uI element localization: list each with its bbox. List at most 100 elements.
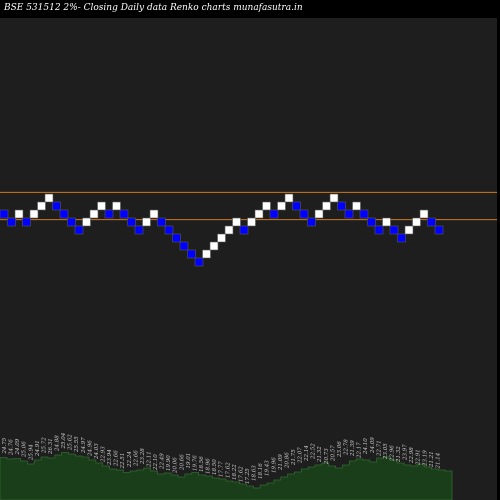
volume-label: 25.62 — [68, 434, 74, 451]
volume-label: 21.09 — [278, 454, 284, 471]
volume-label: 25.94 — [28, 444, 34, 461]
renko-brick-up — [314, 209, 324, 219]
renko-brick-down — [337, 201, 346, 211]
renko-brick-up — [247, 217, 256, 227]
volume-label: 25.55 — [74, 436, 80, 453]
renko-brick-down — [292, 201, 301, 211]
renko-brick-down — [134, 225, 144, 235]
volume-label: 18.50 — [212, 459, 218, 475]
volume-label: 22.07 — [298, 447, 304, 464]
renko-brick-up — [277, 201, 286, 211]
renko-bricks — [0, 193, 444, 267]
volume-label: 23.19 — [422, 450, 428, 467]
volume-label: 24.91 — [35, 440, 41, 457]
plot-background — [0, 18, 497, 500]
renko-brick-up — [82, 217, 91, 227]
volume-label: 22.14 — [304, 445, 310, 462]
volume-label: 24.09 — [370, 437, 376, 454]
volume-label: 23.05 — [383, 443, 389, 460]
volume-label: 24.09 — [15, 438, 21, 455]
renko-brick-down — [127, 217, 136, 227]
volume-label: 22.66 — [114, 450, 120, 467]
renko-brick-down — [172, 233, 181, 243]
volume-label: 18.96 — [206, 458, 212, 474]
renko-brick-up — [352, 201, 361, 211]
volume-label: 17.62 — [238, 466, 244, 482]
volume-label: 20.73 — [324, 448, 330, 465]
renko-brick-up — [382, 217, 391, 227]
volume-label: 25.72 — [41, 437, 47, 454]
volume-label: 20.86 — [284, 452, 290, 469]
renko-brick-up — [217, 233, 226, 243]
renko-brick-down — [52, 201, 61, 211]
renko-brick-up — [97, 201, 106, 211]
volume-label: 17.25 — [245, 468, 251, 484]
renko-brick-down — [22, 217, 31, 227]
renko-brick-down — [269, 209, 279, 219]
volume-label: 22.10 — [153, 454, 159, 471]
volume-label: 20.66 — [179, 454, 185, 471]
volume-label: 19.43 — [265, 460, 271, 476]
volume-label: 18.63 — [252, 465, 258, 481]
volume-label: 20.57 — [330, 445, 336, 462]
volume-area — [0, 452, 453, 500]
volume-label: 24.96 — [87, 440, 93, 457]
renko-brick-up — [262, 201, 271, 211]
renko-brick-down — [367, 217, 376, 227]
volume-label: 22.91 — [416, 449, 422, 466]
volume-label: 22.17 — [357, 442, 363, 459]
renko-brick-down — [194, 257, 204, 267]
renko-brick-up — [112, 201, 121, 211]
volume-label: 24.88 — [55, 435, 61, 452]
renko-brick-down — [397, 233, 406, 243]
volume-labels: 24.75 24.76 24.09 25.06 25.94 24.91 25.72 26.31… — [2, 432, 441, 484]
renko-brick-down — [187, 249, 196, 259]
volume-label: 18.16 — [258, 463, 264, 479]
volume-label: 19.01 — [186, 453, 192, 469]
renko-brick-down — [359, 209, 369, 219]
volume-label: 17.62 — [225, 462, 231, 478]
volume-label: 22.49 — [160, 453, 166, 470]
renko-brick-up — [44, 193, 54, 203]
renko-brick-down — [7, 217, 16, 227]
renko-brick-down — [427, 217, 436, 227]
volume-label: 24.76 — [9, 439, 15, 456]
volume-label: 20.06 — [173, 457, 179, 474]
volume-label: 23.97 — [403, 444, 409, 461]
renko-brick-up — [89, 209, 99, 219]
renko-brick-down — [389, 225, 399, 235]
volume-label: 23.06 — [337, 441, 343, 458]
renko-brick-down — [67, 217, 76, 227]
volume-label: 21.75 — [291, 449, 297, 466]
renko-brick-down — [119, 209, 129, 219]
renko-brick-down — [179, 241, 189, 251]
renko-brick-up — [224, 225, 234, 235]
renko-brick-up — [14, 209, 24, 219]
renko-brick-up — [142, 217, 151, 227]
volume-label: 24.75 — [2, 437, 8, 454]
renko-brick-up — [419, 209, 429, 219]
volume-label: 24.10 — [363, 438, 369, 455]
volume-label: 23.28 — [140, 448, 146, 465]
volume-label: 22.78 — [344, 439, 350, 456]
renko-brick-down — [299, 209, 309, 219]
renko-brick-down — [239, 225, 249, 235]
renko-brick-up — [404, 225, 414, 235]
volume-label: 21.32 — [317, 446, 323, 463]
renko-brick-up — [149, 209, 159, 219]
renko-brick-down — [344, 209, 354, 219]
renko-brick-up — [29, 209, 39, 219]
renko-brick-down — [374, 225, 384, 235]
volume-label: 22.66 — [133, 450, 139, 467]
renko-brick-up — [202, 249, 211, 259]
volume-label: 22.52 — [311, 443, 317, 460]
renko-brick-down — [104, 209, 114, 219]
renko-brick-up — [232, 217, 241, 227]
renko-brick-down — [59, 209, 69, 219]
volume-label: 22.98 — [409, 447, 415, 464]
renko-brick-up — [254, 209, 264, 219]
volume-label: 21.39 — [350, 440, 356, 457]
renko-brick-down — [157, 217, 166, 227]
volume-label: 19.90 — [166, 455, 172, 471]
volume-label: 18.22 — [232, 464, 238, 480]
